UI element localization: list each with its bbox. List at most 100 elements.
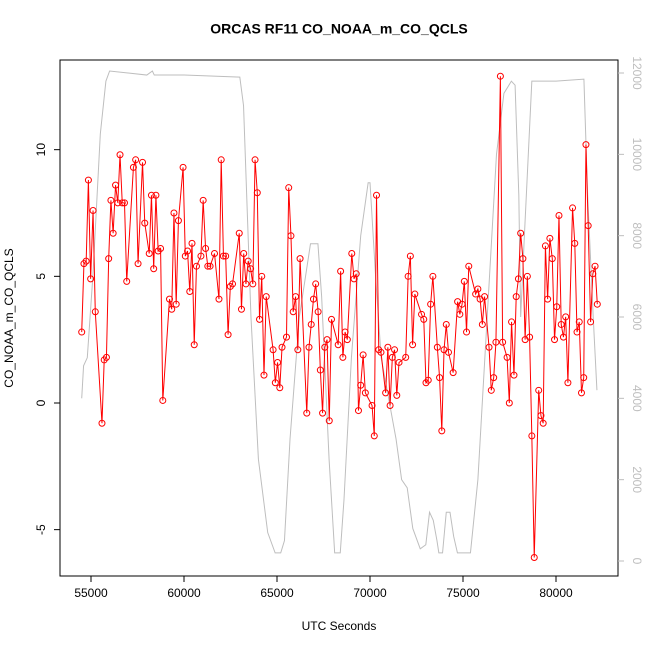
point: [460, 277, 468, 285]
point: [499, 338, 507, 346]
y2-tick-label: 12000: [630, 56, 644, 90]
point: [314, 308, 322, 316]
point: [395, 358, 403, 366]
point: [172, 300, 180, 308]
point: [147, 191, 155, 199]
y-tick-label: 5: [34, 273, 48, 280]
y-axis-label: CO_NOAA_m_CO_QCLS: [2, 248, 16, 387]
point: [465, 262, 473, 270]
point: [553, 303, 561, 311]
point: [474, 285, 482, 293]
point: [559, 333, 567, 341]
point: [433, 343, 441, 351]
point: [429, 272, 437, 280]
point: [548, 255, 556, 263]
y2-tick-label: 6000: [630, 304, 644, 331]
y2-tick-label: 8000: [630, 222, 644, 249]
point: [593, 300, 601, 308]
point: [253, 189, 261, 197]
point: [278, 343, 286, 351]
point: [557, 320, 565, 328]
point: [211, 250, 219, 258]
point: [436, 374, 444, 382]
point: [109, 229, 117, 237]
point: [229, 280, 237, 288]
point: [411, 290, 419, 298]
point: [487, 386, 495, 394]
point: [120, 199, 128, 207]
point: [334, 341, 342, 349]
point: [359, 351, 367, 359]
point: [537, 412, 545, 420]
point: [463, 328, 471, 336]
point: [508, 318, 516, 326]
point: [150, 265, 158, 273]
point: [402, 353, 410, 361]
y2-tick-label: 10000: [630, 138, 644, 172]
point: [409, 341, 417, 349]
point: [382, 389, 390, 397]
point: [510, 371, 518, 379]
point: [107, 196, 115, 204]
point: [444, 348, 452, 356]
x-tick-label: 65000: [260, 586, 294, 600]
point: [496, 72, 504, 80]
point: [237, 305, 245, 313]
point: [102, 353, 110, 361]
point: [391, 346, 399, 354]
point: [512, 293, 520, 301]
point: [562, 313, 570, 321]
point: [285, 184, 293, 192]
point: [514, 275, 522, 283]
point: [105, 255, 113, 263]
point: [307, 320, 315, 328]
point: [404, 272, 412, 280]
point: [242, 280, 250, 288]
point: [388, 353, 396, 361]
point: [256, 315, 264, 323]
y-tick-label: -5: [34, 524, 48, 535]
point: [219, 252, 227, 260]
point: [292, 293, 300, 301]
point: [458, 300, 466, 308]
point: [168, 305, 176, 313]
point: [456, 310, 464, 318]
point: [251, 156, 259, 164]
point: [420, 315, 428, 323]
point: [240, 250, 248, 258]
point: [449, 369, 457, 377]
point: [165, 295, 173, 303]
y-tick-label: 10: [34, 143, 48, 157]
point: [368, 402, 376, 410]
point: [575, 318, 583, 326]
point: [539, 419, 547, 427]
point: [541, 242, 549, 250]
x-tick-label: 55000: [74, 586, 108, 600]
point: [249, 280, 257, 288]
point: [170, 209, 178, 217]
point: [274, 358, 282, 366]
point: [481, 293, 489, 301]
point: [118, 199, 126, 207]
point: [424, 376, 432, 384]
point: [296, 255, 304, 263]
point: [343, 336, 351, 344]
point: [269, 346, 277, 354]
y2-tick-label: 4000: [630, 385, 644, 412]
point: [204, 262, 212, 270]
point: [361, 389, 369, 397]
point: [123, 277, 131, 285]
point: [197, 252, 205, 260]
point: [591, 262, 599, 270]
point: [305, 343, 313, 351]
point: [262, 293, 270, 301]
point: [523, 272, 531, 280]
point: [145, 250, 153, 258]
point: [294, 346, 302, 354]
point: [519, 255, 527, 263]
point: [222, 252, 230, 260]
point: [555, 212, 563, 220]
point: [348, 250, 356, 258]
point: [564, 379, 572, 387]
point: [503, 353, 511, 361]
